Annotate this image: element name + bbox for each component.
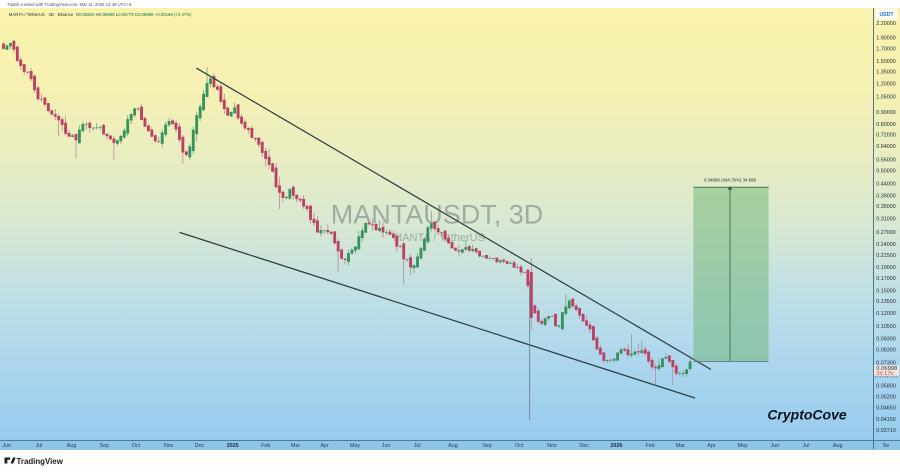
svg-text:0.06998: 0.06998	[876, 366, 897, 372]
svg-text:Jun: Jun	[382, 443, 391, 449]
svg-text:Mar: Mar	[676, 443, 685, 449]
svg-text:0.12000: 0.12000	[876, 311, 896, 317]
svg-text:Nov: Nov	[547, 443, 557, 449]
svg-text:0.19000: 0.19000	[876, 265, 896, 271]
svg-text:0.15000: 0.15000	[876, 289, 896, 295]
svg-text:0.09300: 0.09300	[876, 336, 896, 342]
svg-text:May: May	[350, 443, 360, 449]
svg-text:Dec: Dec	[195, 443, 205, 449]
svg-text:Dec: Dec	[579, 443, 589, 449]
svg-text:0.31000: 0.31000	[876, 216, 896, 222]
svg-text:0.03710: 0.03710	[876, 428, 896, 434]
svg-text:0.21500: 0.21500	[876, 253, 896, 259]
svg-text:Jul: Jul	[414, 443, 421, 449]
svg-text:0.56000: 0.56000	[876, 157, 896, 163]
svg-text:Aug: Aug	[448, 443, 458, 449]
svg-text:0.13500: 0.13500	[876, 299, 896, 305]
svg-text:0.07300: 0.07300	[876, 361, 896, 367]
svg-text:USDT: USDT	[879, 12, 894, 18]
svg-text:0.27000: 0.27000	[876, 230, 896, 236]
svg-text:May: May	[738, 443, 748, 449]
svg-text:Oct: Oct	[515, 443, 524, 449]
svg-text:0.35000: 0.35000	[876, 204, 896, 210]
svg-text:MANTA / TetherUS · 3D · Binanc: MANTA / TetherUS · 3D · Binance O0.06829…	[9, 12, 192, 17]
svg-text:CryptoCove: CryptoCove	[767, 406, 847, 422]
svg-text:0.04150: 0.04150	[876, 417, 896, 423]
svg-text:Feb: Feb	[261, 443, 270, 449]
svg-text:2025: 2025	[227, 443, 239, 449]
svg-text:0.72000: 0.72000	[876, 132, 896, 138]
svg-text:Oct: Oct	[132, 443, 141, 449]
svg-text:Jul: Jul	[803, 443, 810, 449]
svg-text:Aug: Aug	[67, 443, 77, 449]
svg-text:0.17000: 0.17000	[876, 276, 896, 282]
svg-text:1.50000: 1.50000	[876, 59, 896, 65]
svg-text:0.39000: 0.39000	[876, 194, 896, 200]
svg-text:Sep: Sep	[100, 443, 110, 449]
svg-text:Jun: Jun	[2, 443, 11, 449]
svg-text:0.08300: 0.08300	[876, 348, 896, 354]
svg-text:1.90000: 1.90000	[876, 36, 896, 42]
svg-text:0.10500: 0.10500	[876, 324, 896, 330]
svg-text:0.05800: 0.05800	[876, 383, 896, 389]
svg-text:Feb: Feb	[645, 443, 654, 449]
svg-text:0.90000: 0.90000	[876, 110, 896, 116]
svg-text:MANTAUSDT, 3D: MANTAUSDT, 3D	[331, 199, 544, 229]
svg-text:Falbik created with TradingVie: Falbik created with TradingView.com, Mar…	[8, 2, 133, 7]
svg-text:Se: Se	[883, 443, 890, 449]
svg-text:Apr: Apr	[320, 443, 329, 449]
svg-text:Nov: Nov	[164, 443, 174, 449]
svg-text:Jul: Jul	[35, 443, 42, 449]
svg-text:Mar: Mar	[291, 443, 300, 449]
svg-text:TradingView: TradingView	[17, 457, 64, 466]
svg-text:Sep: Sep	[482, 443, 492, 449]
svg-text:0.24000: 0.24000	[876, 242, 896, 248]
svg-text:0.64000: 0.64000	[876, 144, 896, 150]
svg-text:Aug: Aug	[833, 443, 843, 449]
svg-text:Jun: Jun	[771, 443, 780, 449]
svg-text:1.35000: 1.35000	[876, 70, 896, 76]
svg-text:0.34899 (464.79%) 34,899: 0.34899 (464.79%) 34,899	[704, 178, 757, 183]
svg-text:0.05200: 0.05200	[876, 394, 896, 400]
svg-text:0.04650: 0.04650	[876, 405, 896, 411]
svg-text:2026: 2026	[610, 443, 622, 449]
svg-text:MANTA / TetherUS: MANTA / TetherUS	[393, 232, 485, 244]
svg-text:Apr: Apr	[707, 443, 716, 449]
svg-text:2d 17h: 2d 17h	[877, 371, 894, 377]
svg-text:0.44000: 0.44000	[876, 181, 896, 187]
svg-text:1.05000: 1.05000	[876, 95, 896, 101]
svg-text:0.50000: 0.50000	[876, 169, 896, 175]
svg-text:1.20000: 1.20000	[876, 81, 896, 87]
svg-text:2.20000: 2.20000	[876, 21, 896, 27]
svg-text:1.70000: 1.70000	[876, 47, 896, 53]
svg-text:0.80000: 0.80000	[876, 122, 896, 128]
